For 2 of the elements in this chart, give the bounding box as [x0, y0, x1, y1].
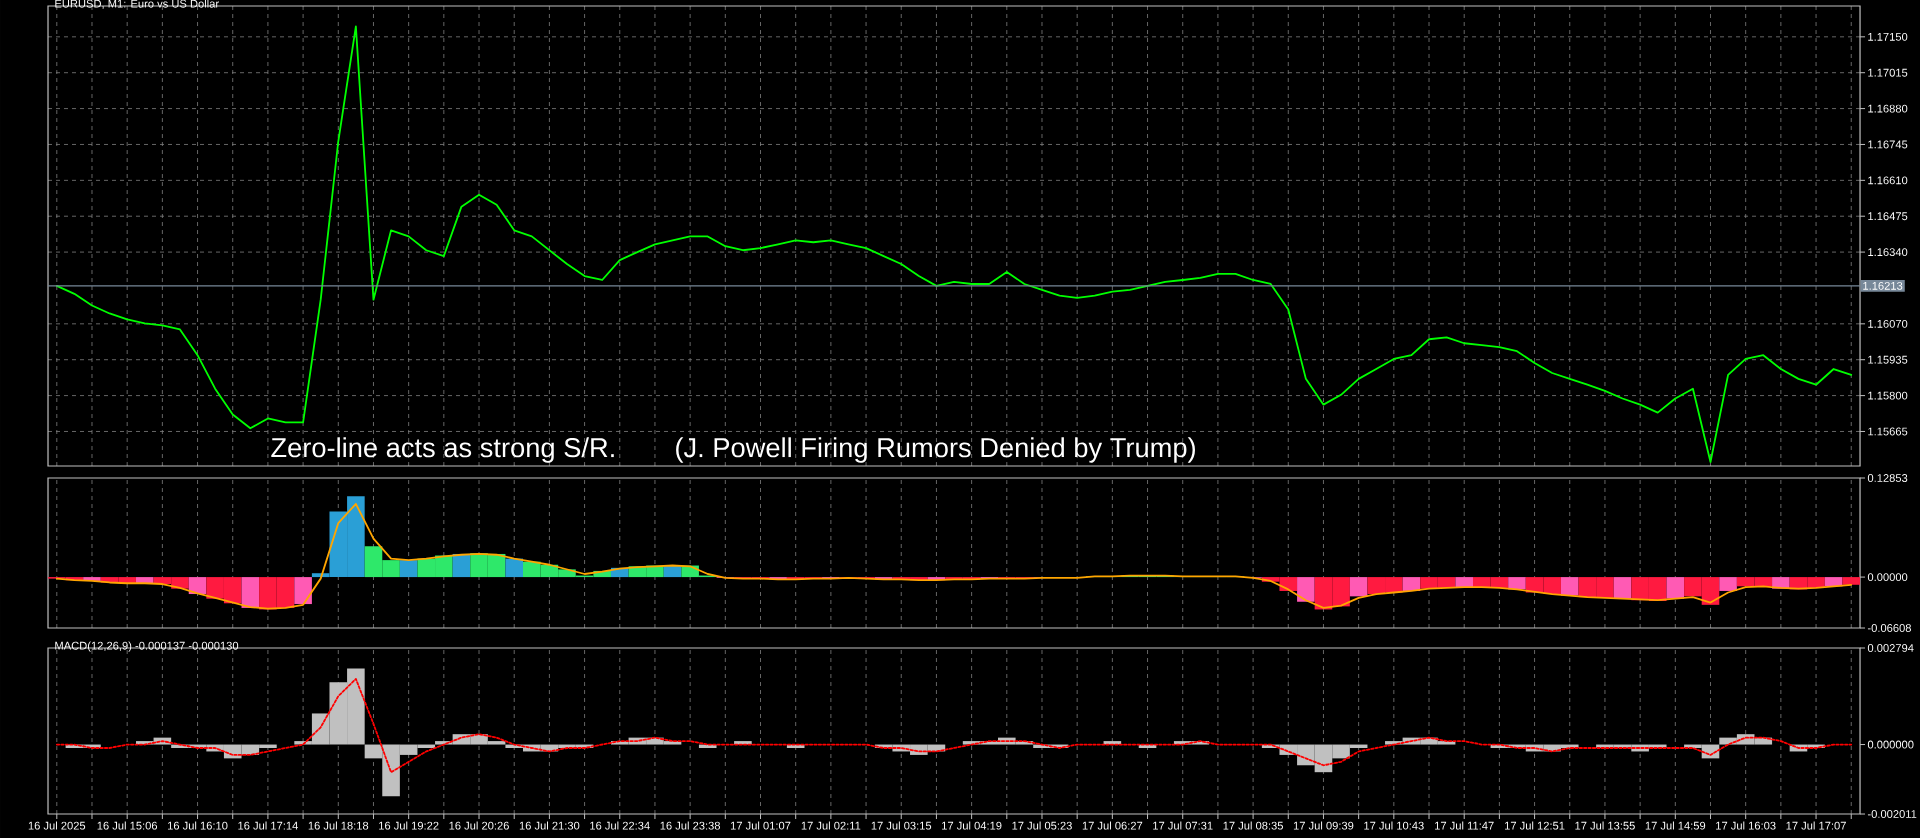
annotation: (J. Powell Firing Rumors Denied by Trump): [676, 437, 1195, 463]
annotation: Zero-line acts as strong S/R.: [271, 437, 614, 463]
